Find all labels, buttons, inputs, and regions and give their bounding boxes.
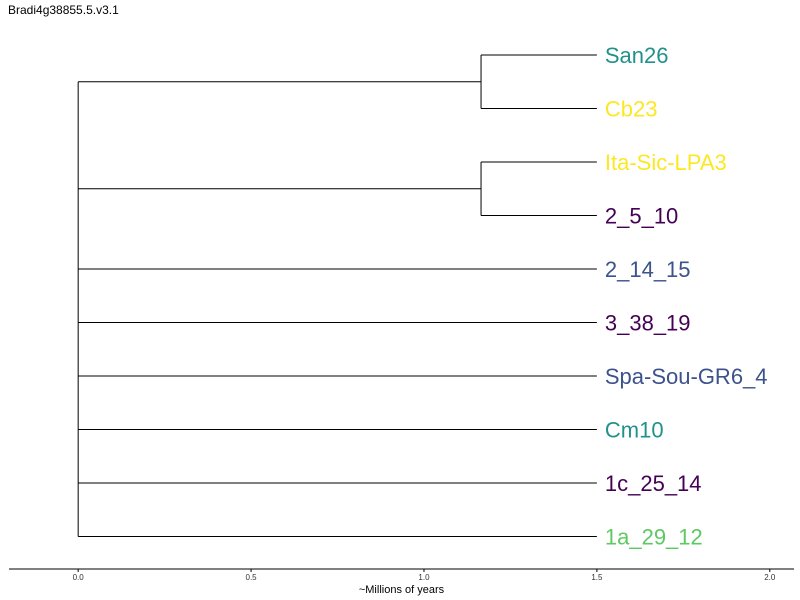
x-tick-label: 0.5 bbox=[246, 573, 258, 582]
leaf-label: Cb23 bbox=[605, 97, 658, 122]
leaf-label: San26 bbox=[605, 43, 669, 68]
leaf-label: Ita-Sic-LPA3 bbox=[605, 150, 727, 175]
branch-lines bbox=[77, 54, 597, 537]
leaf-label: 1c_25_14 bbox=[605, 471, 702, 496]
x-tick-label: 1.5 bbox=[591, 573, 603, 582]
page-title: Bradi4g38855.5.v3.1 bbox=[8, 3, 119, 17]
leaf-label: 1a_29_12 bbox=[605, 525, 703, 550]
x-tick-label: 2.0 bbox=[764, 573, 776, 582]
leaf-label: Cm10 bbox=[605, 418, 664, 443]
x-tick-label: 0.0 bbox=[73, 573, 85, 582]
leaf-label: Spa-Sou-GR6_4 bbox=[605, 364, 768, 389]
leaf-label: 2_14_15 bbox=[605, 257, 691, 282]
x-axis: 0.0 0.5 1.0 1.5 2.0 ~Millions of years bbox=[9, 568, 794, 596]
x-axis-label: ~Millions of years bbox=[359, 584, 445, 596]
x-tick-label: 1.0 bbox=[418, 573, 430, 582]
leaf-label: 3_38_19 bbox=[605, 311, 691, 336]
leaf-labels: San26 Cb23 Ita-Sic-LPA3 2_5_10 2_14_15 3_38_1… bbox=[605, 43, 768, 550]
leaf-label: 2_5_10 bbox=[605, 204, 678, 229]
